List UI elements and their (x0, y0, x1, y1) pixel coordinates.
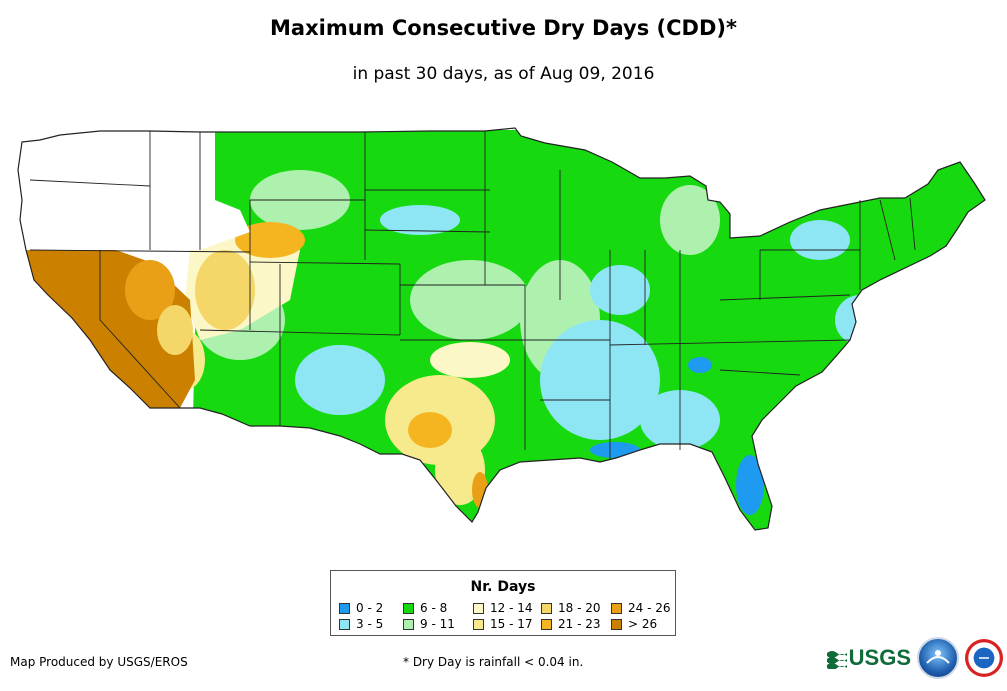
dry-days-zone (410, 260, 530, 340)
dry-days-zone (736, 455, 764, 515)
legend-label: 9 - 11 (420, 617, 455, 631)
usgs-logo: USGS (826, 645, 911, 671)
dry-days-zone (157, 305, 193, 355)
legend-item: 12 - 14 (473, 601, 533, 615)
legend-title: Nr. Days (470, 579, 536, 595)
legend-swatch (473, 602, 484, 614)
usgs-logo-text: USGS (848, 645, 911, 670)
legend-swatch (473, 618, 484, 630)
legend-swatch (403, 618, 414, 630)
map-subtitle: in past 30 days, as of Aug 09, 2016 (352, 64, 655, 84)
legend-label: 3 - 5 (356, 617, 384, 631)
legend-swatch (611, 602, 622, 614)
legend-label: 0 - 2 (356, 601, 384, 615)
legend-item: 6 - 8 (403, 601, 447, 615)
map-title: Maximum Consecutive Dry Days (CDD)* (270, 16, 737, 40)
dry-days-zone (590, 442, 640, 458)
nws-logo (965, 639, 1003, 677)
dry-days-zone (660, 185, 720, 255)
noaa-logo (917, 637, 959, 679)
state-boundaries (29, 131, 916, 460)
dry-days-zone (408, 412, 452, 448)
legend-swatch (403, 602, 414, 614)
dry-days-zone (295, 345, 385, 415)
nws-seal-icon (978, 652, 990, 664)
dry-days-zone (235, 222, 305, 258)
legend-item: 9 - 11 (403, 617, 455, 631)
legend-swatch (541, 618, 552, 630)
dry-days-zone (688, 357, 712, 373)
legend-label: 6 - 8 (420, 601, 448, 615)
legend-label: 18 - 20 (558, 601, 601, 615)
dry-days-zone (125, 260, 175, 320)
legend-swatch (339, 618, 350, 630)
dry-days-zone (835, 295, 885, 345)
legend-item: > 26 (611, 617, 657, 631)
legend-swatch (611, 618, 622, 630)
us-cdd-map (17, 127, 986, 531)
legend-item: 21 - 23 (541, 617, 601, 631)
legend-swatch (541, 602, 552, 614)
dry-days-zone (195, 250, 255, 330)
legend-item: 24 - 26 (611, 601, 671, 615)
legend: Nr. Days 0 - 2 3 - 5 6 - 8 9 - 11 12 - 14 15 … (330, 570, 676, 636)
legend-label: 21 - 23 (558, 617, 601, 631)
dry-days-zone (380, 205, 460, 235)
legend-label: 12 - 14 (490, 601, 533, 615)
dry-days-zone (430, 342, 510, 378)
legend-label: 15 - 17 (490, 617, 533, 631)
noaa-seal-icon (926, 650, 950, 664)
usgs-wave-icon (826, 651, 847, 669)
nodata-area (18, 130, 250, 250)
legend-swatch (339, 602, 350, 614)
legend-item: 0 - 2 (339, 601, 383, 615)
legend-label: 24 - 26 (628, 601, 671, 615)
credit-text: Map Produced by USGS/EROS (10, 655, 188, 669)
legend-item: 18 - 20 (541, 601, 601, 615)
dry-days-zone (790, 220, 850, 260)
map-raster (18, 128, 985, 530)
dry-days-zone (540, 320, 660, 440)
legend-item: 15 - 17 (473, 617, 533, 631)
legend-item: 3 - 5 (339, 617, 383, 631)
agency-logos: USGS (826, 637, 1003, 679)
dry-day-note: * Dry Day is rainfall < 0.04 in. (403, 655, 584, 669)
legend-label: > 26 (628, 617, 658, 631)
dry-days-zone (590, 265, 650, 315)
